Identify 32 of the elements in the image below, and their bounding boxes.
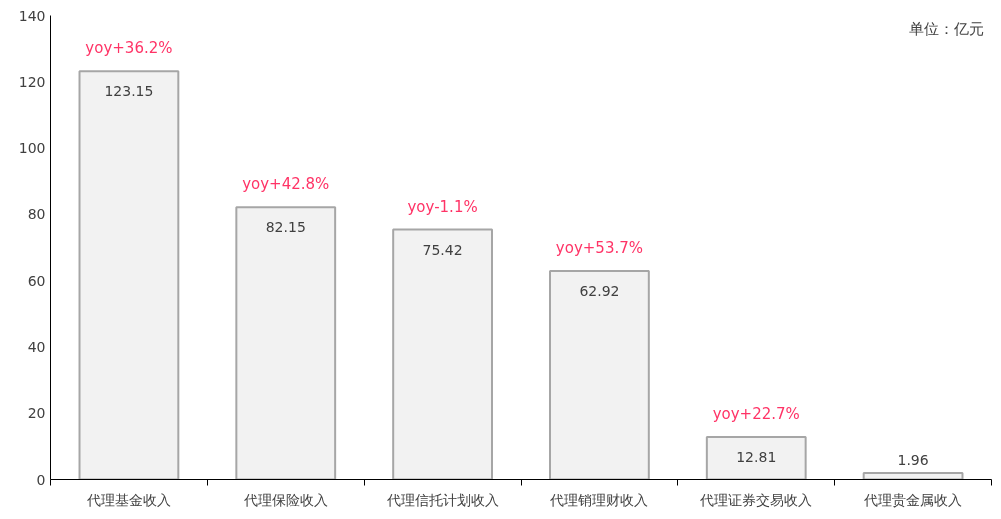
y-tick-label: 100: [18, 140, 46, 157]
bar: [235, 206, 337, 480]
annotation: yoy+36.2%: [85, 39, 173, 58]
bar: [705, 436, 807, 480]
bar: [862, 472, 964, 480]
data-label: 1.96: [897, 452, 929, 468]
x-tick-label: 代理贵金属收入: [863, 491, 963, 508]
annotation: yoy+53.7%: [555, 238, 643, 257]
data-label: 82.15: [265, 219, 306, 236]
y-tick-label: 140: [18, 7, 46, 24]
data-label: 12.81: [736, 449, 777, 466]
y-tick-label: 40: [27, 338, 46, 355]
y-tick-label: 120: [18, 73, 46, 90]
annotation: 单位：亿元: [908, 19, 984, 38]
x-tick-label: 代理保险收入: [242, 491, 328, 508]
data-label: 62.92: [579, 282, 620, 299]
x-tick-label: 代理销理财收入: [549, 491, 649, 508]
bar: [549, 269, 650, 480]
y-tick-label: 0: [36, 471, 46, 488]
y-tick-label: 60: [27, 272, 46, 289]
x-tick-label: 代理信托计划收入: [385, 491, 499, 508]
data-label: 123.15: [104, 83, 154, 100]
annotation: yoy-1.1%: [407, 197, 478, 216]
bar: [392, 228, 493, 480]
y-tick-label: 20: [27, 405, 46, 422]
data-label: 75.42: [422, 241, 463, 258]
x-tick-label: 代理证券交易收入: [699, 491, 813, 508]
annotation: yoy+42.8%: [242, 175, 330, 194]
bar: [78, 70, 180, 480]
y-tick-label: 80: [27, 206, 46, 223]
x-tick-label: 代理基金收入: [85, 491, 171, 508]
annotation: yoy+22.7%: [712, 405, 800, 424]
